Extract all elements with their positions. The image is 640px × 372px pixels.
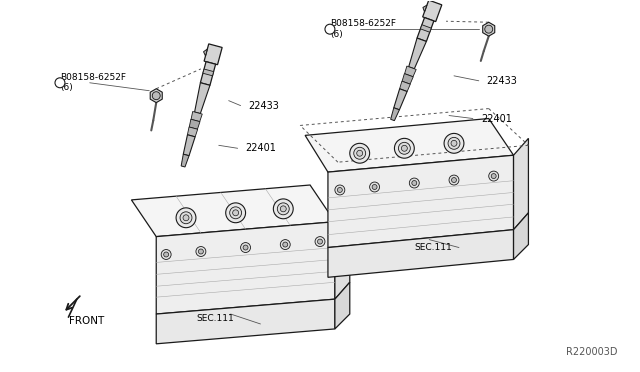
Polygon shape: [200, 62, 216, 85]
Circle shape: [484, 25, 493, 33]
Polygon shape: [195, 83, 210, 113]
Circle shape: [241, 243, 250, 253]
Circle shape: [315, 237, 325, 247]
Circle shape: [233, 210, 239, 216]
Text: B08158-6252F
(6): B08158-6252F (6): [60, 73, 126, 93]
Circle shape: [243, 245, 248, 250]
Polygon shape: [188, 127, 198, 137]
Polygon shape: [156, 299, 335, 344]
Polygon shape: [422, 0, 442, 22]
Polygon shape: [402, 74, 413, 84]
Text: 22433: 22433: [248, 100, 280, 110]
Polygon shape: [156, 222, 335, 314]
Circle shape: [354, 147, 365, 159]
Circle shape: [164, 252, 168, 257]
Text: FRONT: FRONT: [69, 316, 104, 326]
Polygon shape: [423, 5, 427, 12]
Circle shape: [280, 206, 286, 212]
Circle shape: [176, 208, 196, 228]
Polygon shape: [189, 119, 200, 129]
Circle shape: [451, 140, 457, 146]
Polygon shape: [204, 44, 222, 65]
Circle shape: [337, 187, 342, 192]
Polygon shape: [404, 66, 416, 77]
Circle shape: [180, 212, 192, 224]
Circle shape: [489, 171, 499, 181]
Polygon shape: [409, 38, 426, 69]
Circle shape: [492, 174, 496, 179]
Circle shape: [280, 240, 290, 250]
Circle shape: [335, 185, 345, 195]
Polygon shape: [394, 89, 407, 110]
Circle shape: [401, 145, 407, 151]
Circle shape: [448, 137, 460, 149]
Circle shape: [152, 92, 160, 100]
Text: B08158-6252F
(6): B08158-6252F (6): [330, 19, 396, 39]
Circle shape: [317, 239, 323, 244]
Text: 22401: 22401: [246, 143, 276, 153]
Polygon shape: [513, 213, 529, 259]
Circle shape: [412, 180, 417, 186]
Circle shape: [350, 143, 370, 163]
Polygon shape: [150, 89, 163, 103]
Polygon shape: [203, 69, 214, 76]
Circle shape: [226, 203, 246, 223]
Circle shape: [372, 185, 377, 189]
Polygon shape: [335, 205, 350, 299]
Polygon shape: [131, 185, 335, 237]
Text: 22433: 22433: [487, 76, 518, 86]
Polygon shape: [204, 49, 207, 56]
Circle shape: [273, 199, 293, 219]
Polygon shape: [191, 112, 202, 122]
Circle shape: [356, 150, 363, 156]
Polygon shape: [335, 282, 350, 329]
Text: B: B: [58, 80, 62, 85]
Text: R220003D: R220003D: [566, 347, 618, 357]
Circle shape: [198, 249, 204, 254]
Text: 22401: 22401: [481, 113, 511, 124]
Polygon shape: [417, 17, 434, 41]
Circle shape: [444, 134, 464, 153]
Circle shape: [196, 247, 206, 256]
Circle shape: [370, 182, 380, 192]
Text: B: B: [328, 27, 332, 32]
Circle shape: [183, 215, 189, 221]
Polygon shape: [390, 108, 399, 121]
Circle shape: [283, 242, 288, 247]
Polygon shape: [183, 135, 195, 156]
Polygon shape: [513, 138, 529, 230]
Polygon shape: [305, 119, 513, 172]
Text: SEC.111: SEC.111: [414, 243, 452, 252]
Circle shape: [399, 142, 410, 154]
Circle shape: [449, 175, 459, 185]
Polygon shape: [328, 155, 513, 247]
Text: SEC.111: SEC.111: [196, 314, 234, 324]
Polygon shape: [181, 154, 189, 167]
Polygon shape: [420, 25, 431, 32]
Circle shape: [277, 203, 289, 215]
Circle shape: [451, 177, 456, 183]
Circle shape: [161, 250, 171, 259]
Circle shape: [325, 24, 335, 34]
Circle shape: [394, 138, 414, 158]
Polygon shape: [328, 230, 513, 277]
Circle shape: [230, 207, 241, 219]
Circle shape: [410, 178, 419, 188]
Polygon shape: [399, 81, 410, 92]
Circle shape: [55, 78, 65, 88]
Polygon shape: [483, 22, 495, 36]
